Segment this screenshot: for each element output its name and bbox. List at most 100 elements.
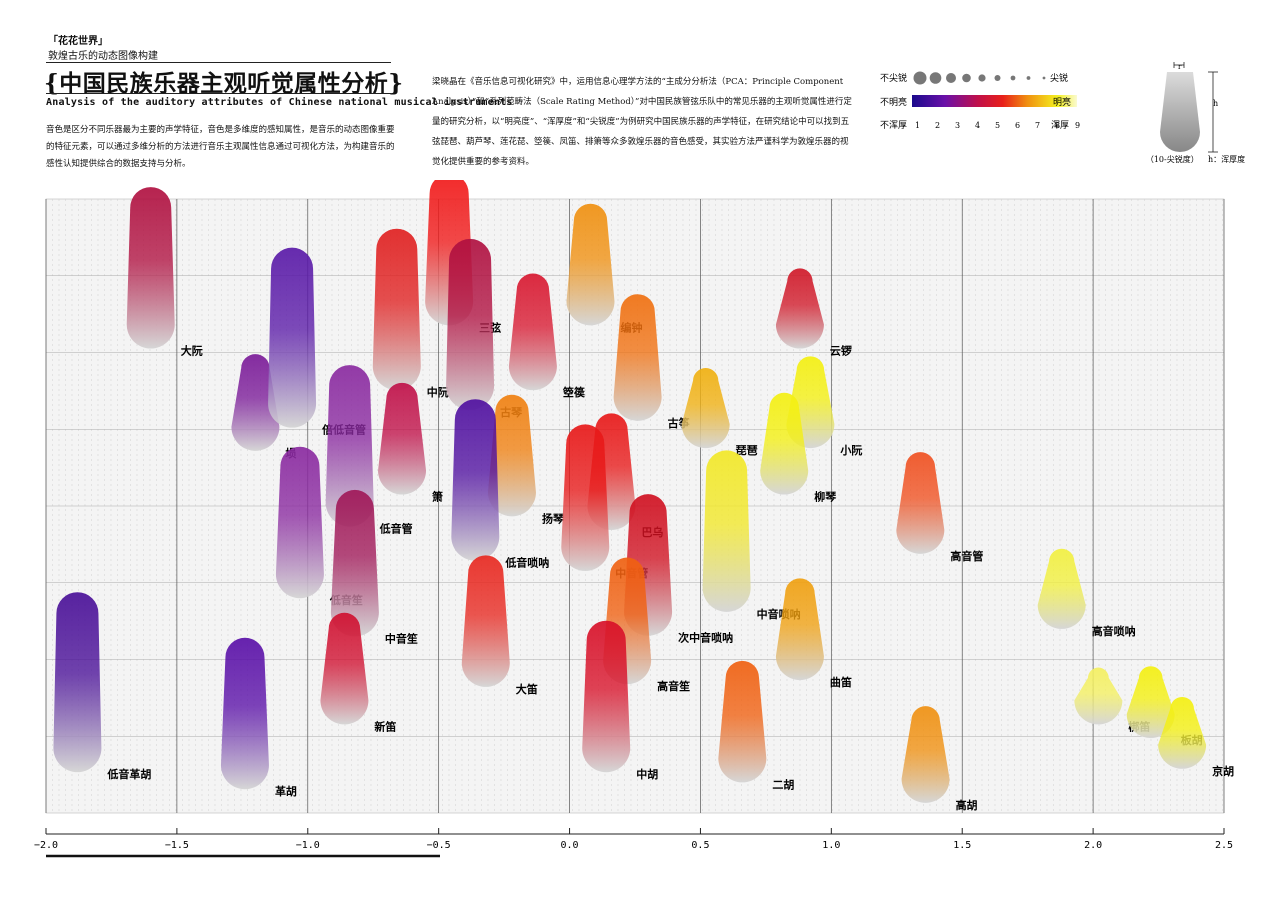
instrument-mark xyxy=(1126,666,1175,739)
legend-sharp-right: 尖锐 xyxy=(1050,72,1068,84)
header-rule-top xyxy=(46,62,391,63)
legend-dot xyxy=(929,72,942,84)
instrument-label: 京胡 xyxy=(1212,764,1234,778)
chart-marks: 大阮埙倍低音管低音笙低音革胡革胡中阮三弦低音管箫中音笙新笛古琴扬琴箜篌低音唢呐大… xyxy=(53,180,1234,812)
x-tick-label: 1.0 xyxy=(822,840,840,851)
page-subtitle-en: Analysis of the auditory attributes of C… xyxy=(46,97,513,108)
legend-thickness-scale: 1 2 3 4 5 6 7 8 9 xyxy=(915,121,1080,130)
instrument-mark xyxy=(718,660,767,783)
legend-sharpness-dots xyxy=(913,71,1046,85)
legend-scale-tick: 9 xyxy=(1075,121,1080,130)
instrument-mark xyxy=(231,354,280,451)
instrument-label: 柳琴 xyxy=(814,490,836,504)
instrument-mark xyxy=(775,268,824,349)
header-rule-bottom xyxy=(46,93,391,94)
x-tick-label: −1.0 xyxy=(296,840,320,851)
method-paragraph: 梁晓晶在《音乐信息可视化研究》中，运用信息心理学方法的“主成分分析法（PCA：P… xyxy=(432,77,852,167)
legend-scale-tick: 3 xyxy=(955,121,960,130)
page-title: {中国民族乐器主观听觉属性分析} xyxy=(44,70,404,97)
instrument-label: 高音管 xyxy=(950,549,983,563)
instrument-mark xyxy=(1037,548,1086,629)
instrument-mark xyxy=(461,555,510,687)
instrument-mark xyxy=(53,592,102,773)
instrument-mark xyxy=(126,187,175,349)
x-tick-label: 2.0 xyxy=(1084,840,1102,851)
instrument-mark xyxy=(330,489,379,637)
instrument-label: 低音唢呐 xyxy=(504,556,549,570)
x-tick-label: 2.5 xyxy=(1215,840,1233,851)
instrument-label: 高胡 xyxy=(956,798,978,812)
instrument-mark xyxy=(320,612,369,725)
instrument-mark xyxy=(561,424,610,571)
legend: 不尖锐 尖锐 不明亮 明亮 不浑厚 1 2 3 4 5 6 7 8 9 浑厚 xyxy=(880,71,1080,131)
instrument-label: 低音革胡 xyxy=(106,767,151,781)
legend-dot xyxy=(1010,75,1016,81)
instrument-label: 次中音唢呐 xyxy=(678,631,733,645)
h-label: h xyxy=(1213,99,1218,108)
x-tick-label: 0.5 xyxy=(691,840,709,851)
legend-scale-tick: 7 xyxy=(1035,121,1040,130)
legend-dot xyxy=(1042,76,1046,80)
instrument-mark xyxy=(582,620,631,773)
legend-scale-tick: 8 xyxy=(1055,121,1060,130)
instrument-label: 琵琶 xyxy=(736,444,758,457)
instrument-label: 中阮 xyxy=(427,385,449,399)
instrument-label: 二胡 xyxy=(772,777,794,791)
r-caption: r：abs（10-尖锐度） xyxy=(1150,154,1199,164)
legend-dot xyxy=(978,74,986,82)
instrument-label: 中音笙 xyxy=(385,631,418,645)
instrument-mark xyxy=(220,637,269,790)
instrument-label: 曲笛 xyxy=(830,675,852,689)
instrument-mark xyxy=(613,294,662,421)
series-subtitle: 敦煌古乐的动态图像构建 xyxy=(48,51,158,62)
instrument-label: 箜篌 xyxy=(563,385,586,399)
legend-brightness-gradient xyxy=(912,95,1077,107)
legend-scale-tick: 4 xyxy=(975,121,980,130)
instrument-mark xyxy=(508,273,557,391)
legend-scale-tick: 2 xyxy=(935,121,940,130)
instrument-label: 新笛 xyxy=(374,719,396,733)
r-label: r xyxy=(1178,63,1182,71)
instrument-mark xyxy=(451,399,500,561)
instrument-mark xyxy=(446,238,495,410)
instrument-mark xyxy=(901,706,950,803)
intro-paragraph: 音色是区分不同乐器最为主要的声学特征，音色是多维度的感知属性，是音乐的动态图像重… xyxy=(46,125,395,169)
glyph-key-shape xyxy=(1160,72,1200,152)
instrument-label: 中胡 xyxy=(636,767,658,781)
instrument-label: 箫 xyxy=(432,490,443,504)
x-tick-label: 0.0 xyxy=(561,840,579,851)
instrument-mark xyxy=(702,450,751,612)
x-axis: −2.0 −1.5 −1.0 −0.5 0.0 0.5 1.0 1.5 2.0 2.5 xyxy=(34,828,1233,858)
instrument-label: 高音唢呐 xyxy=(1092,624,1136,638)
h-caption: h：浑厚度 xyxy=(1208,154,1245,164)
instrument-mark xyxy=(268,247,317,428)
x-tick-label: −0.5 xyxy=(427,840,451,851)
legend-scale-tick: 1 xyxy=(915,121,920,130)
instrument-mark xyxy=(681,367,730,449)
series-tag: 「花花世界」 xyxy=(48,36,108,47)
instrument-mark xyxy=(487,394,536,517)
legend-bright-right: 明亮 xyxy=(1053,96,1071,108)
instrument-label: 扬琴 xyxy=(542,511,564,525)
x-tick-label: 1.5 xyxy=(953,840,971,851)
instrument-mark xyxy=(566,203,615,326)
legend-dot xyxy=(946,73,956,83)
instrument-mark xyxy=(1158,696,1207,769)
legend-scale-tick: 5 xyxy=(995,121,1000,130)
glyph-key: r h r：abs（10-尖锐度） h：浑厚度 xyxy=(1150,62,1245,164)
legend-dot xyxy=(962,73,971,83)
instrument-mark xyxy=(378,382,427,495)
x-tick-label: −2.0 xyxy=(34,840,58,851)
legend-dot xyxy=(994,75,1001,81)
instrument-label: 革胡 xyxy=(275,784,297,798)
instrument-label: 低音管 xyxy=(379,522,413,536)
instrument-mark xyxy=(775,578,824,681)
legend-thick-right: 浑厚 xyxy=(1051,120,1069,131)
instrument-label: 大阮 xyxy=(181,344,203,358)
chart: −2.0−1.5−1.0−0.50.00.51.01.52.02.5 大阮埙倍低… xyxy=(34,180,1234,858)
legend-dot xyxy=(1026,76,1031,80)
legend-bright-left: 不明亮 xyxy=(880,96,907,108)
instrument-mark xyxy=(275,446,324,599)
legend-sharp-left: 不尖锐 xyxy=(880,72,907,84)
instrument-mark xyxy=(325,365,374,527)
